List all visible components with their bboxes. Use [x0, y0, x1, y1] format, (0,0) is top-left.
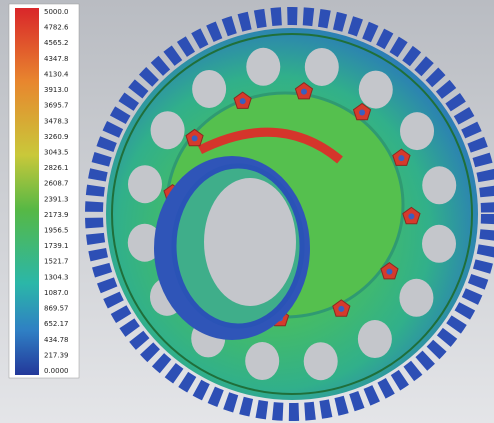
legend-label: 3695.7	[44, 102, 69, 110]
bolt-hole	[338, 306, 344, 312]
legend-label: 3913.0	[44, 86, 69, 94]
lightening-hole	[400, 112, 434, 150]
lightening-hole	[128, 165, 162, 203]
lightening-hole	[399, 279, 433, 317]
legend-label: 5000.0	[44, 8, 69, 16]
legend-label: 3043.5	[44, 148, 69, 156]
body: {"legend": {"labels": ["5000.0","4782.6"…	[0, 0, 494, 423]
lightening-hole	[422, 166, 456, 204]
legend-label: 4782.6	[44, 24, 69, 32]
lightening-hole	[192, 70, 226, 108]
legend-label: 869.57	[44, 305, 69, 313]
bolt-hole	[398, 155, 404, 161]
lightening-hole	[422, 225, 456, 263]
legend-label: 652.17	[44, 320, 69, 328]
legend-label: 1521.7	[44, 258, 69, 266]
lightening-hole	[245, 342, 279, 380]
viewport: 5000.0 4782.6 4565.2 4347.8 4130.4 3913.0 3695…	[0, 0, 494, 423]
bolt-hole	[240, 98, 246, 104]
legend-label: 434.78	[44, 336, 69, 344]
lightening-hole	[304, 342, 338, 380]
lightening-hole	[358, 320, 392, 358]
legend-label: 1304.3	[44, 273, 69, 281]
legend-label: 1739.1	[44, 242, 69, 250]
hub-bore	[204, 178, 296, 306]
legend-label: 2826.1	[44, 164, 69, 172]
lightening-hole	[305, 48, 339, 86]
lightening-hole	[359, 71, 393, 109]
legend-label: 3478.3	[44, 117, 69, 125]
bolt-hole	[359, 109, 365, 115]
legend-label: 4347.8	[44, 55, 69, 63]
bolt-hole	[386, 269, 392, 275]
legend-label: 4565.2	[44, 39, 69, 47]
legend-label: 1956.5	[44, 227, 69, 235]
bolt-hole	[408, 213, 414, 219]
legend-label: 2391.3	[44, 195, 69, 203]
legend-label: 2173.9	[44, 211, 69, 219]
page: Stress plot html, body { margin: 0; padd…	[0, 0, 494, 423]
legend-label: 1087.0	[44, 289, 69, 297]
legend-label: 2608.7	[44, 180, 69, 188]
legend-label: 0.0000	[44, 367, 69, 375]
color-scale	[15, 8, 39, 375]
lightening-hole	[151, 111, 185, 149]
legend-label: 4130.4	[44, 70, 69, 78]
legend-label: 217.39	[44, 351, 69, 359]
legend-label: 3260.9	[44, 133, 69, 141]
lightening-hole	[246, 48, 280, 86]
bolt-hole	[301, 89, 307, 95]
bolt-hole	[192, 135, 198, 141]
